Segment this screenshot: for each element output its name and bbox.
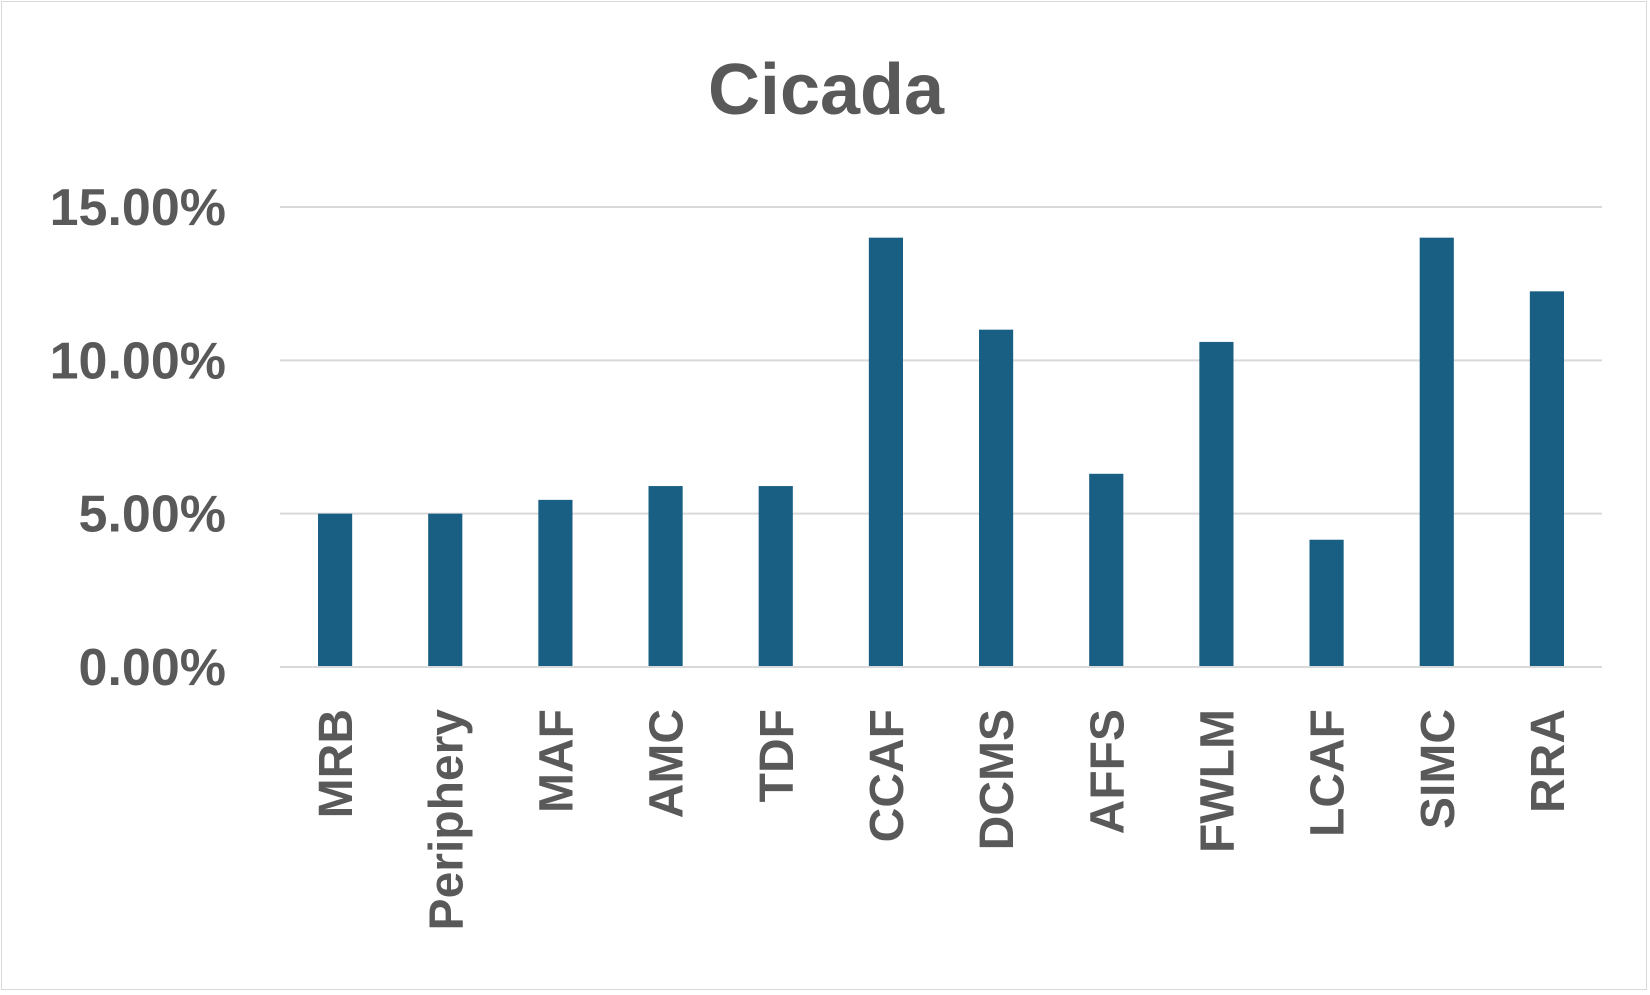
x-tick-label: DCMS — [971, 709, 1024, 850]
bar-ccaf — [868, 237, 903, 667]
x-tick-label: MRB — [310, 709, 363, 818]
y-tick-label: 5.00% — [79, 486, 226, 544]
x-tick-label: CCAF — [861, 709, 914, 842]
bar-tdf — [758, 486, 793, 667]
bar-periphery — [428, 513, 463, 667]
x-tick-label: TDF — [751, 709, 804, 802]
x-tick-label: AFFS — [1081, 709, 1134, 834]
x-tick-label: Periphery — [420, 709, 473, 931]
bar-dcms — [979, 329, 1014, 667]
bar-maf — [538, 499, 573, 667]
y-tick-label: 10.00% — [50, 332, 226, 390]
bar-fwlm — [1199, 341, 1234, 667]
bar-rra — [1529, 291, 1564, 667]
bar-simc — [1419, 237, 1454, 667]
y-tick-label: 15.00% — [50, 179, 226, 237]
bar-mrb — [318, 513, 353, 667]
y-tick-label: 0.00% — [79, 639, 226, 697]
bars — [318, 237, 1564, 667]
x-tick-label: RRA — [1522, 709, 1575, 813]
gridlines — [280, 206, 1602, 515]
x-tick-label: MAF — [530, 709, 583, 813]
bar-affs — [1089, 473, 1124, 667]
x-axis-tick-labels: MRB Periphery MAF AMC TDF CCAF DCMS AFFS FWLM LCA… — [310, 709, 1575, 931]
x-tick-label: SIMC — [1412, 709, 1465, 829]
x-tick-label: LCAF — [1302, 709, 1355, 837]
x-tick-label: FWLM — [1191, 709, 1244, 853]
bar-amc — [648, 486, 683, 667]
y-axis-tick-labels: 0.00% 5.00% 10.00% 15.00% — [50, 179, 226, 697]
x-tick-label: AMC — [641, 709, 694, 818]
chart-title: Cicada — [708, 50, 945, 130]
bar-lcaf — [1309, 539, 1344, 667]
